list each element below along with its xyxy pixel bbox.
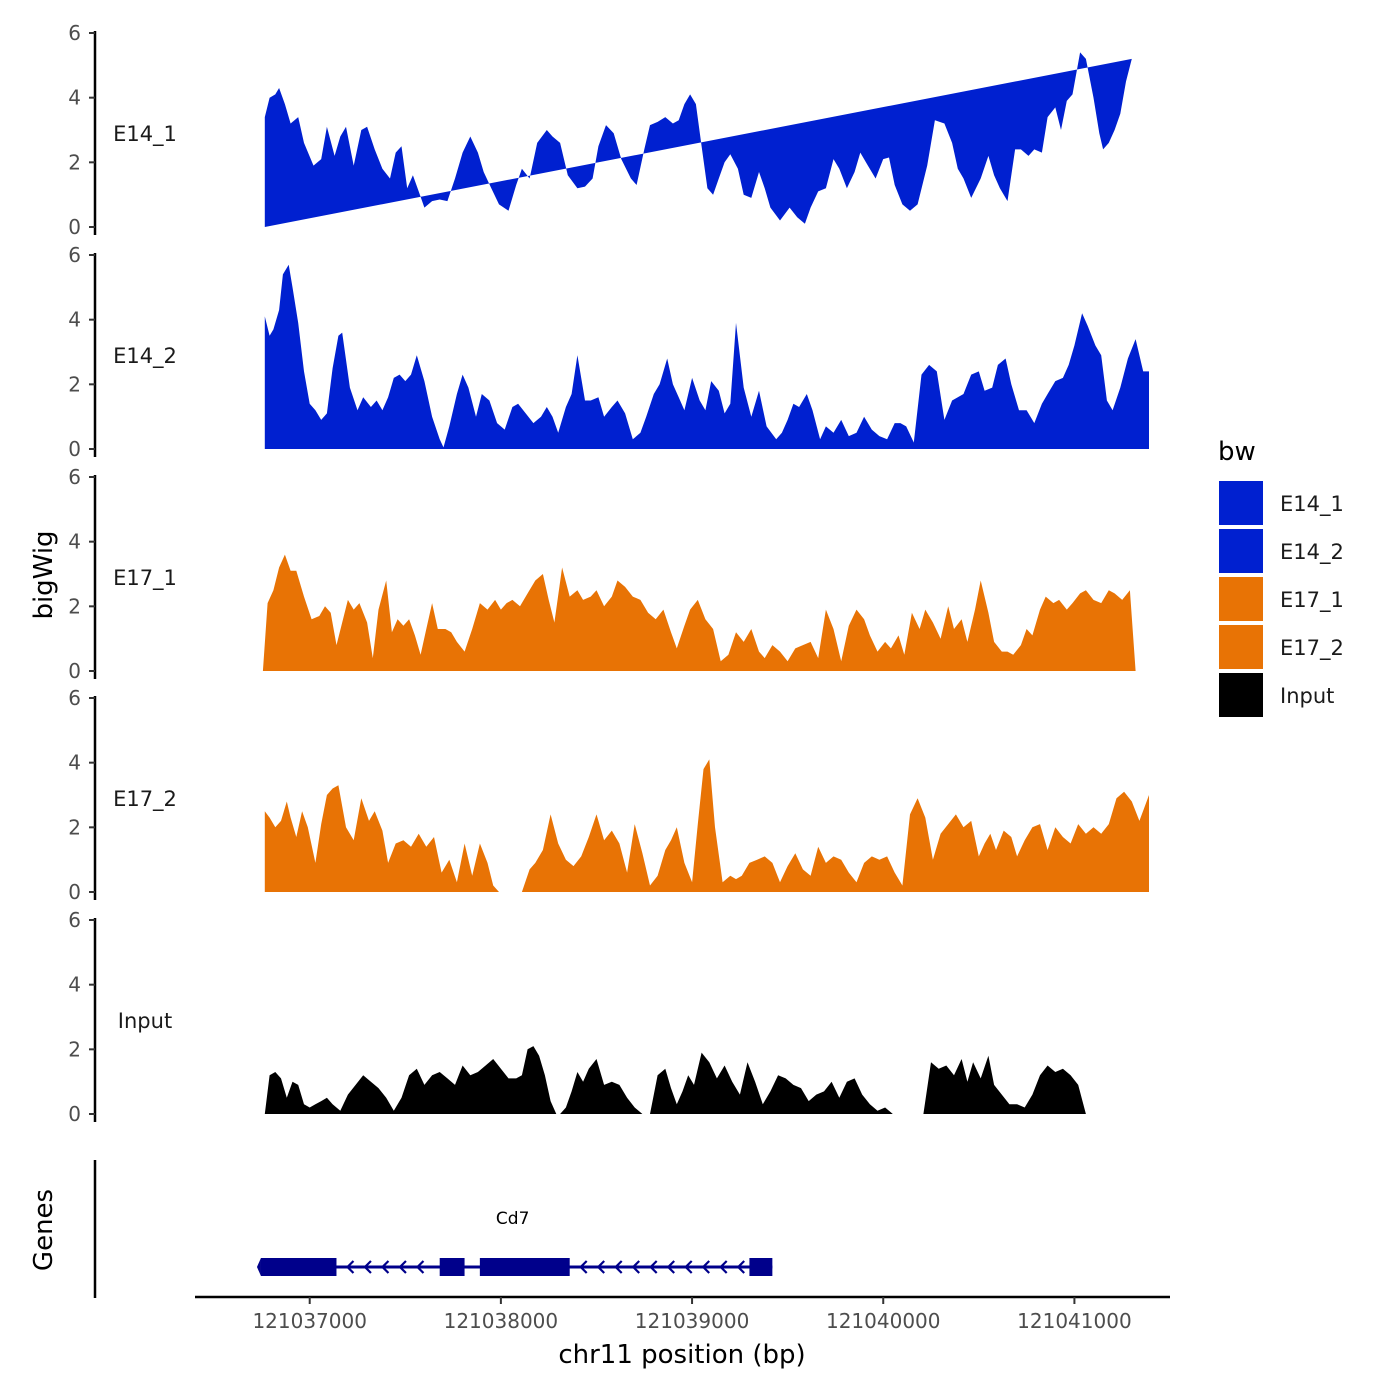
legend-swatch <box>1217 575 1265 623</box>
legend-swatch <box>1217 479 1265 527</box>
y-tick-label: 6 <box>68 686 81 710</box>
genes-axis-title: Genes <box>29 1189 59 1271</box>
y-tick-label: 2 <box>68 1037 81 1061</box>
y-tick-label: 2 <box>68 372 81 396</box>
gene-label: Cd7 <box>496 1209 529 1229</box>
x-axis-title: chr11 position (bp) <box>558 1340 805 1370</box>
track-E17_1: 0 2 4 6 E17_1 <box>68 465 1136 683</box>
strand-arrow <box>719 1260 728 1274</box>
y-tick-label: 6 <box>68 465 81 489</box>
y-tick-label: 4 <box>68 308 81 332</box>
legend-item-E14_1: E14_1 <box>1217 479 1344 527</box>
bigwig-tracks: 0 2 4 6 E14_1 0 2 4 6 E14_2 0 2 4 6 E17_1 0 2 4 6 E17_2 0 2 4 6… <box>68 21 1149 1126</box>
track-Input: 0 2 4 6 Input <box>68 908 1086 1126</box>
strand-arrow <box>631 1260 640 1274</box>
legend-item-E14_2: E14_2 <box>1217 527 1344 575</box>
track-E14_2: 0 2 4 6 E14_2 <box>68 243 1149 461</box>
area-E17_2 <box>264 759 1149 892</box>
strand-arrow <box>415 1260 425 1274</box>
y-tick-label: 0 <box>68 215 81 239</box>
strand-arrow <box>363 1260 372 1274</box>
legend-label: E17_2 <box>1280 636 1344 661</box>
y-axis-title: bigWig <box>29 530 59 619</box>
legend-title: bw <box>1218 437 1256 467</box>
x-tick-label: 121039000 <box>635 1309 750 1333</box>
y-tick-label: 4 <box>68 751 81 775</box>
gene-end-cap <box>256 1258 261 1276</box>
y-tick-label: 6 <box>68 243 81 267</box>
strand-arrow <box>666 1260 675 1274</box>
gene-exon <box>479 1258 570 1276</box>
y-tick-label: 0 <box>68 659 81 683</box>
x-tick-label: 121038000 <box>444 1309 559 1333</box>
strand-arrow <box>649 1260 658 1274</box>
x-axis: 121037000 121038000 121039000 121040000 1210… <box>195 1295 1170 1333</box>
x-tick-label: 121041000 <box>1017 1309 1132 1333</box>
legend-item-Input: Input <box>1217 671 1334 719</box>
gene-exon <box>260 1258 337 1276</box>
strand-arrow <box>380 1260 390 1274</box>
track-label: E14_2 <box>113 344 177 369</box>
track-label: Input <box>118 1009 172 1033</box>
y-tick-label: 2 <box>68 815 81 839</box>
legend-swatch <box>1217 527 1265 575</box>
y-tick-label: 4 <box>68 530 81 554</box>
track-label: E14_1 <box>113 122 177 147</box>
track-label: E17_2 <box>113 787 177 812</box>
y-tick-label: 4 <box>68 86 81 110</box>
strand-arrow <box>684 1260 693 1274</box>
y-tick-label: 6 <box>68 21 81 45</box>
y-tick-label: 0 <box>68 880 81 904</box>
track-E17_2: 0 2 4 6 E17_2 <box>68 686 1149 904</box>
legend-label: Input <box>1280 684 1334 708</box>
legend-label: E17_1 <box>1280 588 1344 613</box>
legend: bw E14_1 E14_2 E17_1 E17_2 Input <box>1217 437 1344 719</box>
legend-item-E17_1: E17_1 <box>1217 575 1344 623</box>
y-tick-label: 6 <box>68 908 81 932</box>
track-E14_1: 0 2 4 6 E14_1 <box>68 21 1132 239</box>
area-E14_1 <box>264 52 1132 228</box>
strand-arrow <box>701 1260 710 1274</box>
genes-track: Cd7 <box>93 1160 773 1298</box>
legend-label: E14_2 <box>1280 540 1344 565</box>
x-tick-label: 121040000 <box>826 1309 941 1333</box>
y-tick-label: 2 <box>68 594 81 618</box>
x-tick-label: 121037000 <box>252 1309 367 1333</box>
y-tick-label: 2 <box>68 150 81 174</box>
strand-arrow <box>614 1260 623 1274</box>
legend-label: E14_1 <box>1280 492 1344 517</box>
track-label: E17_1 <box>113 566 177 591</box>
strand-arrow <box>736 1260 745 1274</box>
gene-exon <box>439 1258 465 1276</box>
strand-arrow <box>596 1260 605 1274</box>
legend-swatch <box>1217 671 1265 719</box>
strand-arrow <box>398 1260 407 1274</box>
y-tick-label: 0 <box>68 437 81 461</box>
y-tick-label: 4 <box>68 973 81 997</box>
area-Input <box>264 1046 1086 1114</box>
area-E17_1 <box>262 554 1136 671</box>
legend-item-E17_2: E17_2 <box>1217 623 1344 671</box>
strand-arrow <box>579 1260 588 1274</box>
strand-arrow <box>345 1260 355 1274</box>
y-tick-label: 0 <box>68 1102 81 1126</box>
legend-swatch <box>1217 623 1265 671</box>
gene-exon <box>749 1258 773 1276</box>
area-E14_2 <box>264 264 1149 449</box>
